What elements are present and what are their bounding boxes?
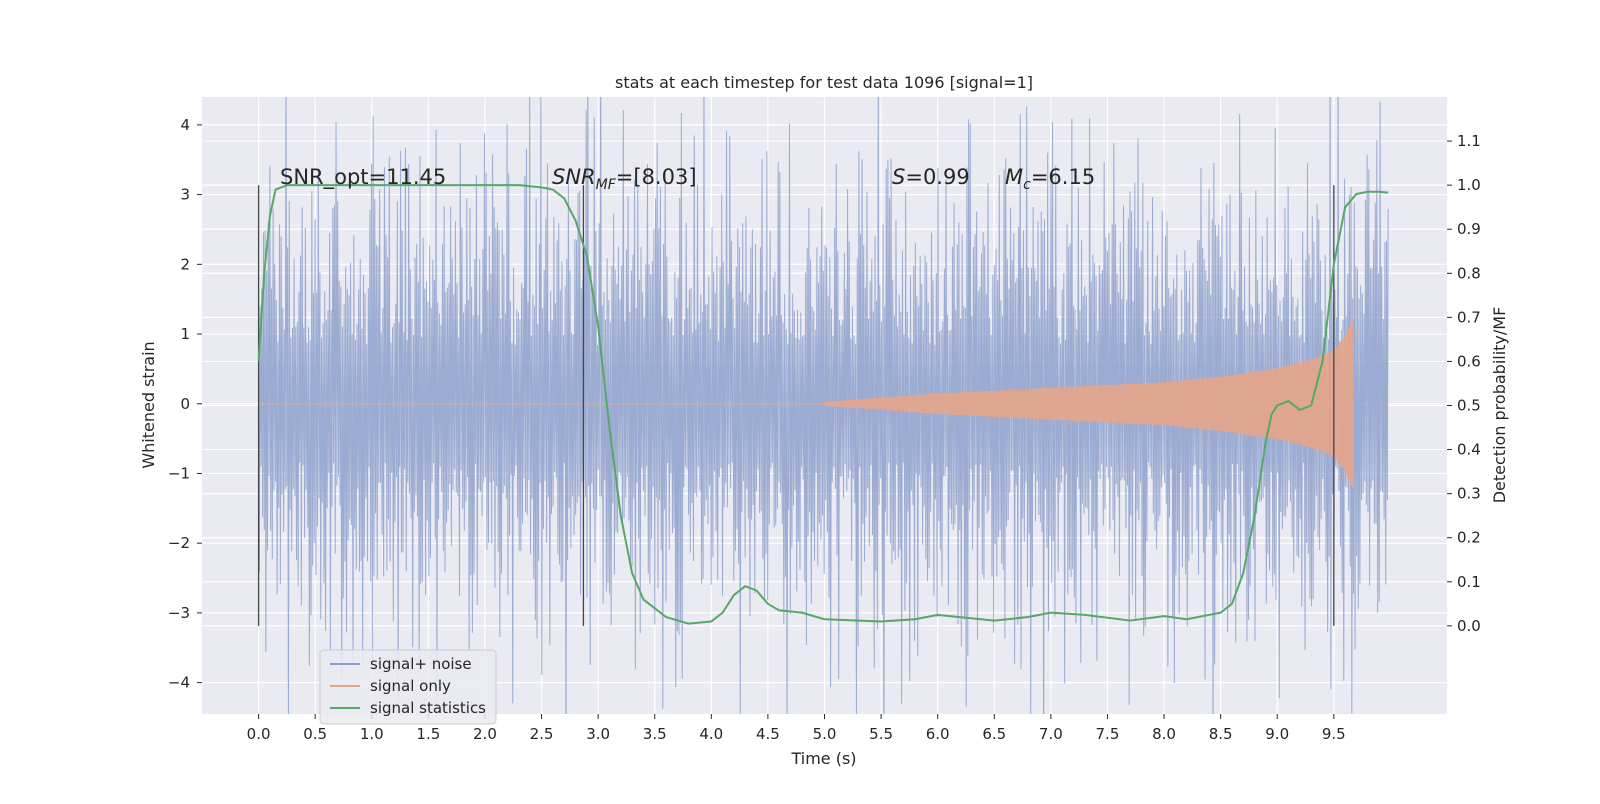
x-tick-label: 7.0 [1039, 725, 1063, 743]
y-axis-left-ticks: −4 −3 −2 −1 0 1 2 3 4 [168, 116, 202, 692]
x-tick-label: 2.0 [473, 725, 497, 743]
x-tick-label: 5.0 [813, 725, 837, 743]
x-tick-label: 4.0 [699, 725, 723, 743]
y-left-tick-label: −2 [168, 534, 190, 552]
annotation-s: S=0.99 [892, 165, 970, 189]
y-axis-right-ticks: 0.0 0.1 0.2 0.3 0.4 0.5 0.6 0.7 0.8 0.9 1.0 1.1 [1447, 132, 1481, 635]
annotation-s-symbol: S [892, 165, 905, 189]
y-left-tick-label: −4 [168, 674, 190, 692]
y-right-tick-label: 0.8 [1457, 264, 1481, 282]
x-tick-label: 6.5 [982, 725, 1006, 743]
signal-only-envelope [824, 319, 1354, 488]
y-left-tick-label: −1 [168, 464, 190, 482]
x-tick-label: 1.5 [416, 725, 440, 743]
legend-label-signal-noise: signal+ noise [370, 655, 472, 673]
y-right-tick-label: 0.4 [1457, 441, 1481, 459]
x-tick-label: 7.5 [1096, 725, 1120, 743]
annotation-mc-subscript: c [1023, 177, 1031, 193]
annotation-snr-mf-subscript: MF [596, 177, 617, 193]
x-tick-label: 3.5 [643, 725, 667, 743]
legend-label-signal-statistics: signal statistics [370, 699, 486, 717]
x-tick-label: 2.5 [530, 725, 554, 743]
annotation-snr-mf-symbol: SNR [552, 165, 596, 189]
x-tick-label: 3.0 [586, 725, 610, 743]
annotation-snr-mf: SNRMF=[8.03] [552, 165, 697, 193]
annotation-snr-mf-value: =[8.03] [616, 165, 697, 189]
annotation-mc-symbol: M [1005, 165, 1023, 189]
x-tick-label: 8.0 [1152, 725, 1176, 743]
y-right-tick-label: 0.7 [1457, 308, 1481, 326]
y-left-tick-label: 3 [180, 186, 190, 204]
x-tick-label: 9.5 [1322, 725, 1346, 743]
annotation-mc-value: =6.15 [1031, 165, 1095, 189]
x-tick-label: 5.5 [869, 725, 893, 743]
legend: signal+ noise signal only signal statist… [319, 649, 497, 725]
y-right-tick-label: 1.0 [1457, 176, 1481, 194]
y-right-tick-label: 0.0 [1457, 617, 1481, 635]
annotation-s-value: =0.99 [905, 165, 969, 189]
chart-title: stats at each timestep for test data 109… [615, 73, 1033, 92]
legend-label-signal-only: signal only [370, 677, 451, 695]
x-tick-label: 0.5 [303, 725, 327, 743]
x-tick-label: 8.5 [1209, 725, 1233, 743]
y-right-tick-label: 0.2 [1457, 529, 1481, 547]
y-right-tick-label: 0.1 [1457, 573, 1481, 591]
x-axis-label: Time (s) [790, 749, 856, 768]
signal-statistics-series [257, 184, 1389, 625]
y-right-tick-label: 0.9 [1457, 220, 1481, 238]
x-axis-ticks: 0.0 0.5 1.0 1.5 2.0 2.5 3.0 3.5 4.0 4.5 5.0 5.5 6.0 6… [247, 714, 1346, 743]
y-right-tick-label: 0.3 [1457, 485, 1481, 503]
x-tick-label: 9.0 [1265, 725, 1289, 743]
x-tick-label: 4.5 [756, 725, 780, 743]
y-left-tick-label: 4 [180, 116, 190, 134]
y-left-tick-label: 1 [180, 325, 190, 343]
legend-box [319, 649, 497, 725]
y-left-tick-label: −3 [168, 604, 190, 622]
vertical-markers [257, 185, 1335, 626]
annotation-mc: Mc=6.15 [1005, 165, 1095, 193]
x-tick-label: 0.0 [247, 725, 271, 743]
y-axis-right-label: Detection probability/MF [1490, 307, 1509, 504]
y-axis-left-label: Whitened strain [139, 341, 158, 468]
x-tick-label: 1.0 [360, 725, 384, 743]
annotation-snr-opt: SNR_opt=11.45 [280, 165, 446, 190]
y-right-tick-label: 0.6 [1457, 352, 1481, 370]
annotations: SNR_opt=11.45 SNRMF=[8.03] S=0.99 Mc=6.1… [280, 165, 1095, 193]
signal-statistics-line [257, 184, 1389, 625]
y-right-tick-label: 0.5 [1457, 397, 1481, 415]
signal-only-series [258, 319, 1354, 488]
x-tick-label: 6.0 [926, 725, 950, 743]
y-left-tick-label: 2 [180, 255, 190, 273]
y-right-tick-label: 1.1 [1457, 132, 1481, 150]
y-left-tick-label: 0 [180, 395, 190, 413]
